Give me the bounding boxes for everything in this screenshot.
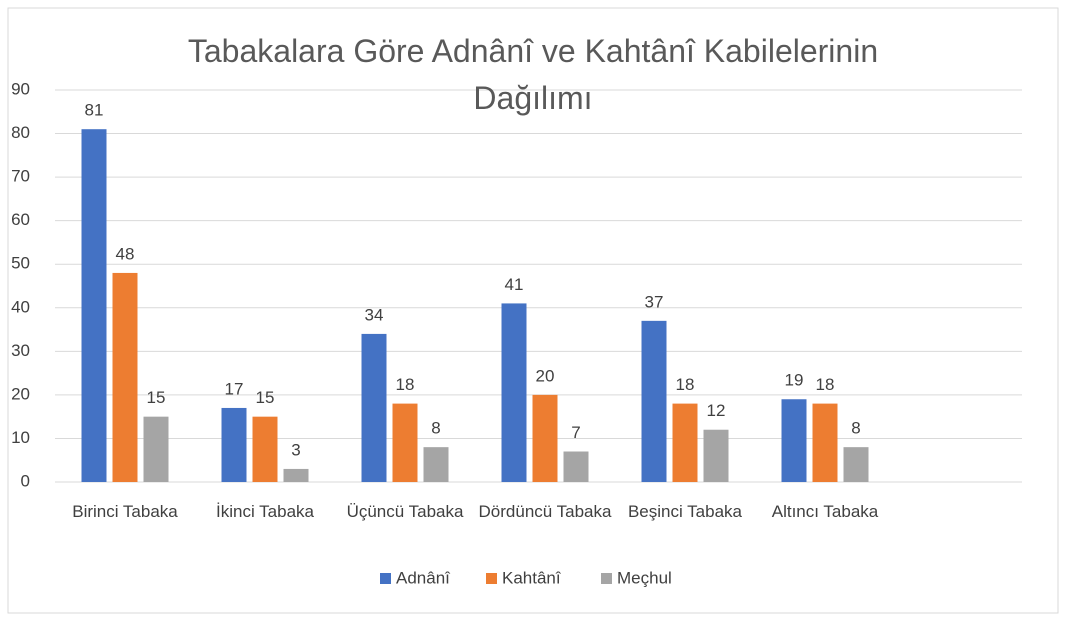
data-label: 15 — [147, 388, 166, 407]
x-tick-label: Dördüncü Tabaka — [478, 502, 612, 521]
data-label: 48 — [116, 244, 135, 263]
data-label: 8 — [431, 419, 440, 438]
bar — [501, 303, 527, 482]
data-label: 15 — [256, 388, 275, 407]
y-tick-label: 10 — [11, 428, 30, 447]
legend-label: Kahtânî — [502, 568, 562, 587]
bar — [283, 468, 309, 482]
bar — [843, 447, 869, 482]
x-tick-label: Beşinci Tabaka — [627, 502, 743, 521]
bar — [781, 399, 807, 482]
y-tick-label: 90 — [11, 79, 30, 98]
x-tick-label: Birinci Tabaka — [72, 502, 178, 521]
y-tick-label: 50 — [11, 254, 30, 273]
chart-border — [7, 7, 1059, 614]
bar — [81, 129, 107, 482]
data-label: 81 — [85, 101, 104, 120]
y-tick-label: 80 — [11, 123, 30, 142]
y-tick-label: 60 — [11, 210, 30, 229]
x-tick-label: İkinci Tabaka — [216, 502, 314, 521]
data-label: 7 — [571, 423, 580, 442]
legend-label: Meçhul — [617, 568, 672, 587]
bar — [361, 333, 387, 482]
chart-title: Tabakalara Göre Adnânî ve Kahtânî Kabile… — [187, 33, 879, 116]
data-label: 18 — [676, 375, 695, 394]
bar — [641, 320, 667, 482]
bar — [423, 447, 449, 482]
data-label: 8 — [851, 419, 860, 438]
y-tick-label: 70 — [11, 167, 30, 186]
y-tick-label: 30 — [11, 341, 30, 360]
bar — [112, 272, 138, 482]
data-label: 3 — [291, 440, 300, 459]
legend-swatch — [486, 573, 497, 584]
bar — [812, 403, 838, 482]
data-label: 12 — [707, 401, 726, 420]
bar — [252, 416, 278, 482]
x-tick-label: Altıncı Tabaka — [771, 502, 879, 521]
y-tick-label: 20 — [11, 384, 30, 403]
legend-label: Adnânî — [396, 568, 451, 587]
legend-swatch — [601, 573, 612, 584]
data-label: 34 — [365, 305, 384, 324]
bar — [221, 407, 247, 482]
data-label: 19 — [785, 371, 804, 390]
y-tick-label: 0 — [21, 471, 30, 490]
bar — [563, 451, 589, 482]
bar — [532, 394, 558, 482]
legend-swatch — [380, 573, 391, 584]
bar — [392, 403, 418, 482]
y-tick-label: 40 — [11, 297, 30, 316]
data-label: 17 — [225, 379, 244, 398]
data-label: 37 — [645, 292, 664, 311]
data-label: 18 — [396, 375, 415, 394]
data-label: 18 — [816, 375, 835, 394]
x-tick-label: Üçüncü Tabaka — [346, 502, 464, 521]
bar — [143, 416, 169, 482]
bar — [703, 429, 729, 482]
bar — [672, 403, 698, 482]
data-label: 20 — [536, 366, 555, 385]
data-label: 41 — [505, 275, 524, 294]
